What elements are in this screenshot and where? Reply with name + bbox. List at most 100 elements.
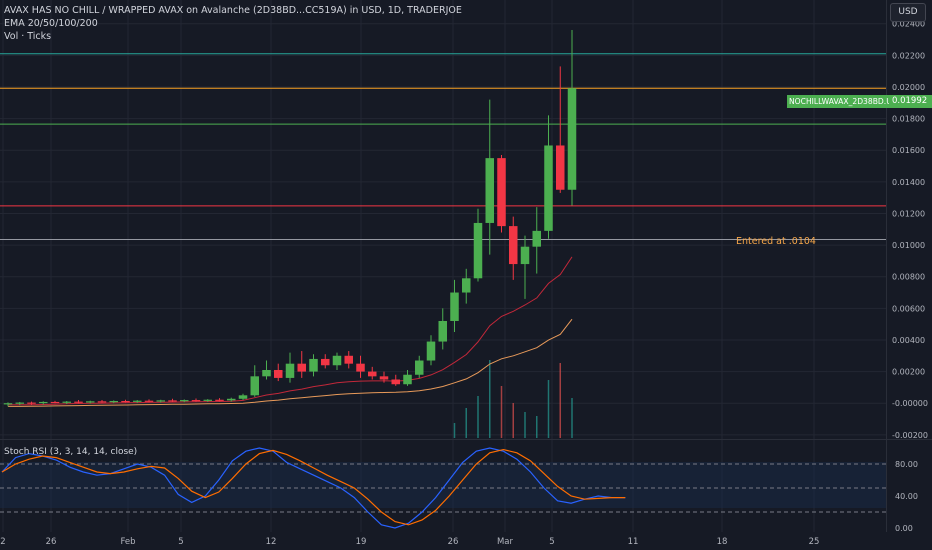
time-tick-label: Mar: [497, 537, 514, 547]
volume-bar: [489, 360, 491, 438]
price-tick-label: 0.00200: [892, 368, 925, 377]
stoch-band-fill: [0, 462, 886, 508]
candle-body: [97, 401, 107, 403]
candle-body: [368, 371, 377, 377]
volume-bar: [465, 408, 467, 438]
volume-legend[interactable]: Vol · Ticks: [4, 31, 52, 42]
candle-body: [391, 379, 400, 385]
candle-body: [27, 402, 36, 404]
stoch-tick-label: 40.00: [895, 492, 918, 501]
candle-body: [462, 278, 471, 293]
candle-body: [497, 158, 506, 227]
candle-body: [121, 400, 130, 403]
entry-annotation[interactable]: Entered at .0104: [736, 236, 816, 247]
candle-body: [344, 355, 353, 364]
stoch-axis[interactable]: 80.00 40.00 0.00: [895, 460, 918, 533]
candle-body: [426, 341, 436, 361]
ema-legend[interactable]: EMA 20/50/100/200: [4, 18, 98, 29]
symbol-price-tag: NOCHILLWAVAX_2D38BD.USD: [787, 95, 889, 108]
candle-body: [191, 400, 201, 402]
candle-body: [556, 145, 565, 190]
time-tick-label: 12: [266, 537, 277, 547]
candle-body: [180, 400, 189, 402]
volume-bar: [559, 363, 561, 438]
stoch-rsi-lines: [1, 447, 626, 529]
candle-body: [274, 370, 283, 378]
stoch-tick-label: 80.00: [895, 460, 918, 469]
candle-body: [62, 401, 71, 403]
candle-body: [403, 374, 412, 385]
time-tick-label: Feb: [120, 537, 135, 547]
volume-bar: [477, 396, 479, 438]
candle-body: [227, 398, 236, 401]
price-tick-label: 0.01000: [892, 241, 925, 250]
candle-body: [321, 358, 330, 366]
candle-body: [485, 158, 494, 223]
candle-body: [379, 376, 389, 380]
time-axis[interactable]: 2 26 Feb 5 12 19 26 Mar 5 11 18 25: [0, 537, 819, 547]
price-tick-label: 0.01600: [892, 146, 925, 155]
currency-unit-button[interactable]: USD: [890, 3, 926, 22]
price-tick-label: -0.00000: [892, 399, 928, 408]
candle-body: [156, 400, 165, 402]
time-tick-label: 11: [628, 537, 639, 547]
symbol-title[interactable]: AVAX HAS NO CHILL / WRAPPED AVAX on Aval…: [4, 5, 462, 16]
candle-body: [509, 226, 518, 265]
time-tick-label: 19: [356, 537, 367, 547]
volume-bar: [512, 403, 514, 438]
candle-body: [215, 399, 224, 401]
candle-body: [532, 230, 541, 247]
price-tick-label: 0.00400: [892, 336, 925, 345]
ema-red-line: [8, 256, 573, 406]
price-axis[interactable]: 0.02400 0.02200 0.02000 0.01800 0.01600 0.014…: [892, 20, 928, 440]
time-tick-label: 18: [717, 537, 728, 547]
candle-body: [238, 395, 248, 399]
candle-body: [356, 363, 365, 372]
time-tick-label: 26: [46, 537, 57, 547]
horizontal-levels: [0, 53, 886, 241]
candle-body: [415, 360, 424, 375]
candle-body: [285, 363, 295, 378]
time-tick-label: 25: [809, 537, 820, 547]
candle-body: [438, 320, 447, 342]
candle-body: [297, 363, 306, 372]
candle-body: [203, 399, 212, 401]
time-tick-label: 26: [448, 537, 459, 547]
volume-bar: [453, 423, 456, 438]
time-tick-label: 2: [0, 537, 5, 547]
volume-bar: [536, 416, 538, 438]
price-tick-label: 0.02000: [892, 83, 925, 92]
candle-body: [74, 401, 83, 403]
ema-orange-line: [8, 318, 573, 407]
volume-bar: [571, 398, 573, 438]
volume-bar: [500, 386, 503, 438]
stoch-k-line: [1, 447, 626, 529]
time-tick-label: 5: [549, 537, 554, 547]
candle-body: [520, 246, 530, 265]
stoch-d-line: [1, 448, 626, 526]
candle-body: [3, 403, 13, 405]
candlesticks: [3, 30, 577, 407]
candle-body: [544, 145, 553, 231]
candle-body: [133, 400, 142, 402]
volume-bar: [524, 412, 526, 438]
candle-body: [250, 376, 259, 396]
candle-body: [15, 402, 24, 404]
price-tick-label: 0.01400: [892, 178, 925, 187]
candle-body: [168, 400, 177, 402]
candle-body: [39, 401, 48, 404]
candle-body: [309, 358, 318, 372]
price-tick-label: 0.00800: [892, 273, 925, 282]
time-tick-label: 5: [178, 537, 183, 547]
candle-body: [332, 355, 342, 366]
stoch-rsi-legend[interactable]: Stoch RSI (3, 3, 14, 14, close): [4, 447, 138, 457]
stoch-tick-label: 0.00: [895, 524, 913, 533]
candle-body: [86, 401, 95, 403]
price-tick-label: 0.00600: [892, 304, 925, 313]
price-tick-label: -0.00200: [892, 431, 928, 440]
candle-body: [473, 222, 483, 279]
candle-body: [450, 292, 459, 321]
candle-body: [567, 88, 577, 190]
volume-bar: [547, 380, 550, 438]
